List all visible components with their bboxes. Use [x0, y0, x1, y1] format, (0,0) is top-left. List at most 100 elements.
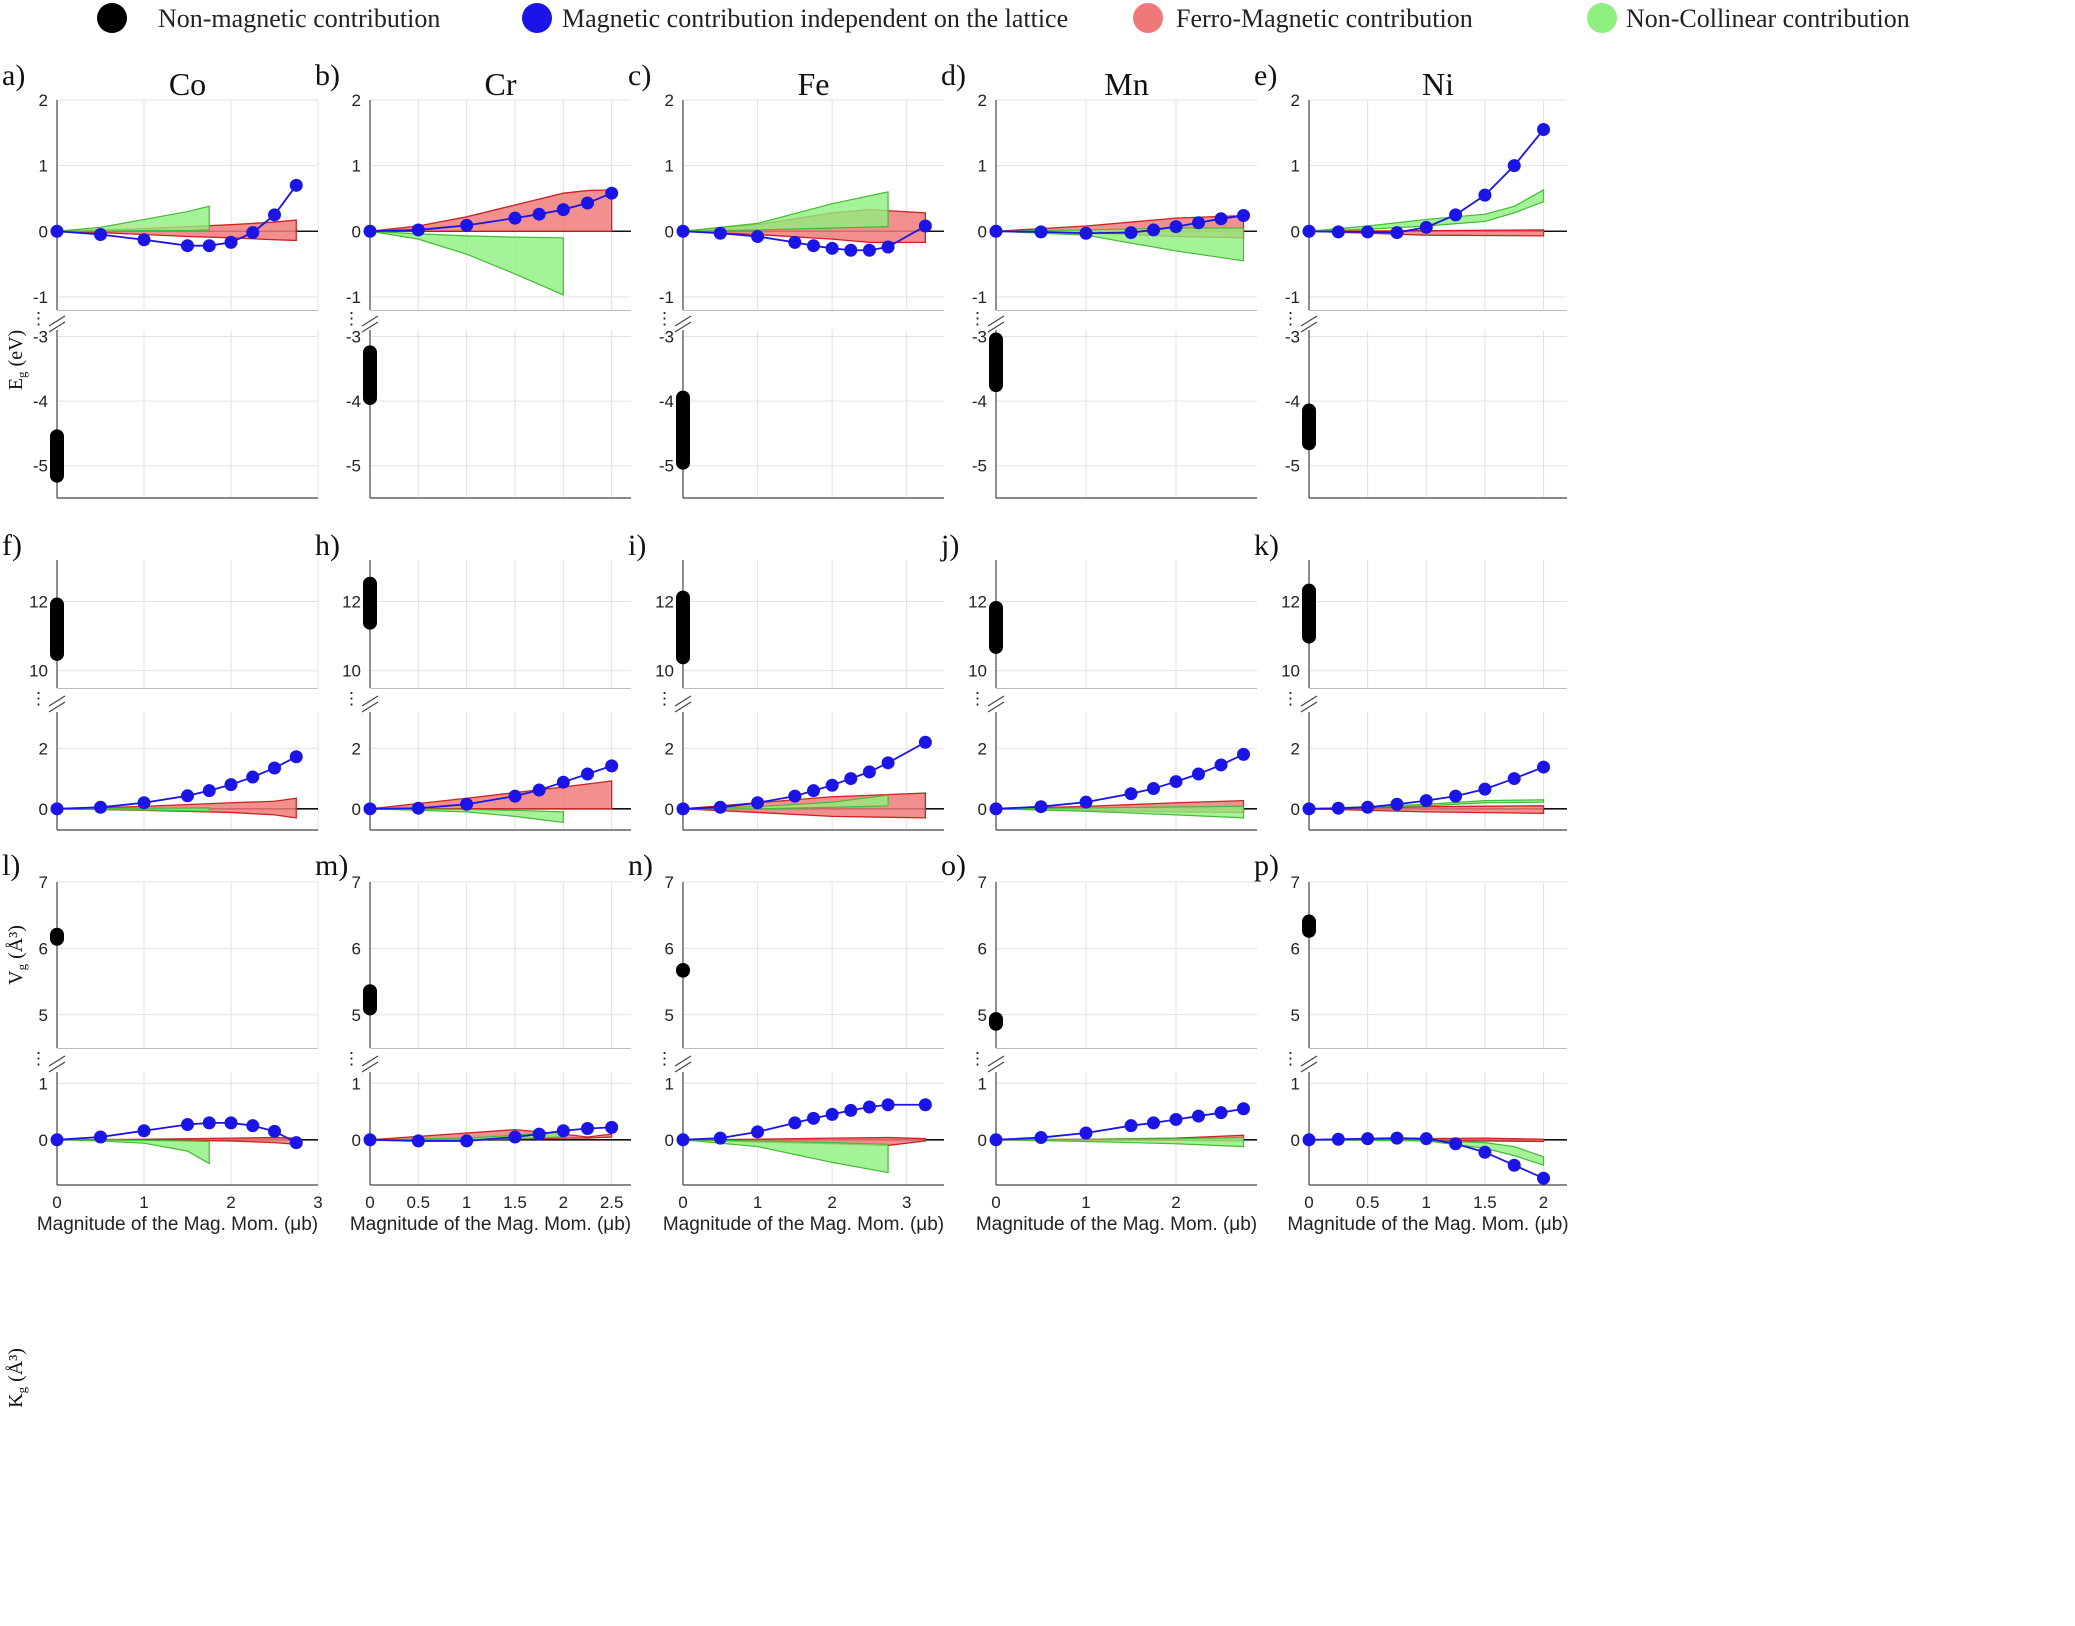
- xtick-label: 3: [313, 1193, 322, 1212]
- mag-point: [807, 1111, 820, 1125]
- legend-mag-label: Magnetic contribution independent on the…: [562, 4, 1068, 33]
- mag-point: [989, 802, 1003, 816]
- ytick-label: -1: [346, 288, 361, 307]
- svg-text:Eg (eV): Eg (eV): [5, 330, 29, 390]
- ytick-label: -4: [972, 392, 987, 411]
- legend-fm-label: Ferro-Magnetic contribution: [1176, 4, 1473, 33]
- x-axis-label: Magnitude of the Mag. Mom. (μb): [350, 1214, 631, 1235]
- mag-point: [1302, 802, 1316, 816]
- nonmag-bar: [50, 429, 64, 483]
- axis-break-dots: ⋮: [656, 309, 673, 328]
- ytick-label: -3: [1285, 327, 1300, 346]
- ylabel-bulk-main: K: [5, 1393, 27, 1408]
- mag-point: [1478, 1145, 1492, 1159]
- ytick-label: 1: [1291, 1074, 1300, 1093]
- mag-point: [224, 1116, 238, 1130]
- xtick-label: 1.5: [1473, 1193, 1497, 1212]
- mag-point: [989, 224, 1003, 238]
- ylabel-volume-unit: (Å³): [5, 925, 27, 964]
- nc-band: [682, 1139, 889, 1174]
- ytick-label: 0: [978, 1131, 987, 1150]
- panel-d: ⋮-3 -4 -5 2 1 0 -1 d) Mn: [941, 59, 1257, 499]
- panel-label: d): [941, 59, 966, 92]
- panel-label: b): [315, 59, 340, 92]
- nonmag-bar: [989, 332, 1003, 393]
- nc-band: [369, 808, 564, 824]
- panel-label: k): [1254, 529, 1279, 562]
- mag-point: [825, 241, 839, 255]
- ytick-label: 7: [665, 873, 674, 892]
- ylabel-energy-unit: (eV): [5, 330, 27, 372]
- fm-band: [369, 189, 613, 232]
- xtick-label: 2: [827, 1193, 836, 1212]
- mag-point: [881, 240, 895, 254]
- ytick-label: 1: [978, 157, 987, 176]
- panel-a: ⋮-3 -4 -5 2 1 0 -1 a) Co: [2, 59, 319, 499]
- panel-label: m): [315, 849, 348, 882]
- ytick-label: -3: [972, 327, 987, 346]
- row-ylabel-volume: Vg (Å³): [5, 925, 29, 985]
- xtick-label: 1: [139, 1193, 148, 1212]
- ytick-label: 6: [352, 939, 361, 958]
- xtick-label: 0: [1304, 1193, 1313, 1212]
- mag-point: [1147, 782, 1160, 796]
- xtick-label: 2: [1171, 1193, 1180, 1212]
- mag-point: [1214, 212, 1228, 226]
- xtick-label: 0.5: [1356, 1193, 1380, 1212]
- xtick-label: 0: [991, 1193, 1000, 1212]
- mag-point: [1361, 1132, 1375, 1146]
- nonmag-bar: [50, 927, 64, 946]
- mag-point: [844, 772, 858, 786]
- ytick-label: 10: [655, 662, 674, 681]
- mag-point: [1169, 775, 1183, 789]
- ytick-label: 2: [39, 91, 48, 110]
- nonmag-bar: [363, 576, 377, 630]
- mag-point: [581, 1122, 594, 1135]
- xtick-label: 0: [678, 1193, 687, 1212]
- mag-point: [50, 802, 64, 816]
- mag-point: [1214, 758, 1228, 772]
- panel-h: ⋮ 12 10 2 0 h): [315, 529, 631, 831]
- xtick-label: 2.5: [600, 1193, 624, 1212]
- mag-point: [1079, 1126, 1093, 1140]
- ytick-label: 7: [39, 873, 48, 892]
- svg-text:Kg (Å³): Kg (Å³): [5, 1348, 29, 1408]
- x-axis-label: Magnitude of the Mag. Mom. (μb): [663, 1214, 944, 1235]
- legend: Non-magnetic contribution Magnetic contr…: [97, 3, 1910, 33]
- row-ylabel-energy: Eg (eV): [5, 330, 29, 390]
- panel-label: a): [2, 59, 25, 92]
- mag-point: [50, 224, 64, 238]
- xtick-label: 2: [226, 1193, 235, 1212]
- xtick-label: 0.5: [407, 1193, 431, 1212]
- mag-point: [581, 196, 594, 210]
- ytick-label: 6: [1291, 939, 1300, 958]
- mag-point: [1124, 1119, 1138, 1133]
- xtick-label: 1: [1422, 1193, 1431, 1212]
- nc-band: [56, 205, 210, 232]
- mag-point: [289, 750, 303, 764]
- axis-break-dots: ⋮: [343, 1049, 360, 1068]
- panel-j: ⋮ 12 10 2 0 j): [940, 529, 1257, 831]
- panel-label: e): [1254, 59, 1277, 92]
- x-axis-label: Magnitude of the Mag. Mom. (μb): [37, 1214, 318, 1235]
- ytick-label: 0: [978, 800, 987, 819]
- axis-break-mark: [361, 315, 379, 333]
- mag-point: [94, 1130, 107, 1144]
- mag-point: [881, 756, 895, 770]
- mag-point: [844, 243, 858, 257]
- nc-band: [995, 1136, 1245, 1148]
- mag-point: [676, 224, 690, 238]
- ytick-label: -5: [346, 457, 361, 476]
- row-ylabel-bulk: Kg (Å³): [5, 1348, 29, 1408]
- axis-break-mark: [674, 695, 692, 713]
- ytick-label: 10: [29, 662, 48, 681]
- axis-break-dots: ⋮: [1282, 689, 1299, 708]
- mag-point: [1147, 223, 1160, 237]
- mag-point: [1449, 1137, 1463, 1151]
- mag-point: [508, 211, 522, 225]
- ylabel-bulk-sub: g: [14, 1386, 29, 1393]
- mag-point: [1169, 1112, 1183, 1126]
- panel-label: c): [628, 59, 651, 92]
- mag-point: [1390, 1131, 1404, 1145]
- ytick-label: 2: [665, 739, 674, 758]
